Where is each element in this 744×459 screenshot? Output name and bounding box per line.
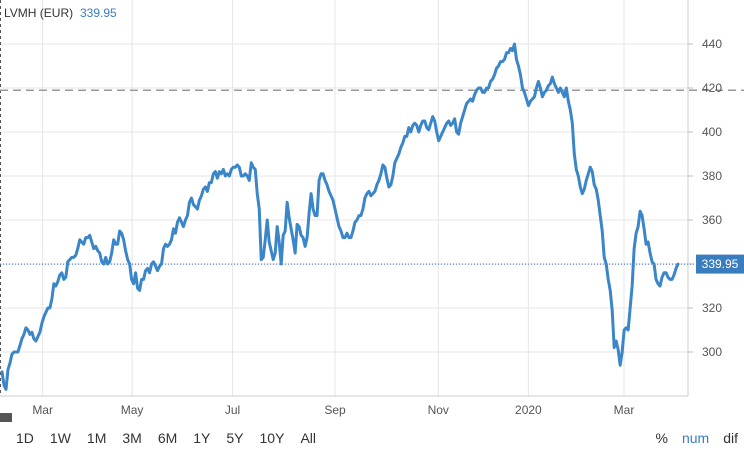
x-tick-label: Jul — [225, 403, 240, 417]
mode-selector: % num dif — [656, 430, 738, 446]
range-button-1y[interactable]: 1Y — [193, 430, 211, 446]
mode-button-dif[interactable]: dif — [723, 430, 738, 446]
price-tag-box — [696, 254, 744, 274]
range-selector: 1D 1W 1M 3M 6M 1Y 5Y 10Y All — [16, 430, 324, 446]
range-button-all[interactable]: All — [300, 430, 316, 446]
axes — [0, 0, 689, 397]
mode-button-num[interactable]: num — [681, 430, 710, 446]
price-tag-text: 339.95 — [702, 257, 739, 271]
y-tick-label: 360 — [702, 213, 722, 227]
y-tick-label: 420 — [702, 81, 722, 95]
y-tick-label: 300 — [702, 345, 722, 359]
x-tick-label: Mar — [614, 403, 635, 417]
reference-lines — [0, 89, 744, 265]
y-tick-label: 380 — [702, 169, 722, 183]
x-tick-labels: Mar May Jul Sep Nov 2020 Mar — [32, 403, 634, 417]
price-tag: 339.95 — [696, 254, 744, 274]
mode-button-percent[interactable]: % — [655, 430, 668, 446]
chart-title: LVMH (EUR) — [4, 6, 73, 20]
range-button-1m[interactable]: 1M — [86, 430, 107, 446]
last-value-label: 339.95 — [80, 6, 117, 20]
price-series — [0, 42, 680, 391]
x-tick-label: Nov — [428, 403, 449, 417]
y-tick-label: 400 — [702, 125, 722, 139]
x-tick-label: 2020 — [515, 403, 542, 417]
grid-lines — [0, 0, 693, 396]
scroll-handle[interactable] — [0, 413, 12, 422]
x-tick-label: Sep — [324, 403, 346, 417]
chart-title-group: LVMH (EUR) 339.95 — [4, 6, 117, 20]
range-button-1w[interactable]: 1W — [49, 430, 71, 446]
range-button-10y[interactable]: 10Y — [259, 430, 285, 446]
x-tick-label: May — [121, 403, 144, 417]
y-tick-label: 320 — [702, 301, 722, 315]
y-tick-label: 440 — [702, 37, 722, 51]
range-button-6m[interactable]: 6M — [157, 430, 178, 446]
range-button-1d[interactable]: 1D — [16, 430, 34, 446]
range-button-3m[interactable]: 3M — [122, 430, 142, 446]
range-button-5y[interactable]: 5Y — [226, 430, 244, 446]
price-line — [0, 42, 680, 391]
y-tick-labels: 300320340360380400420440 — [702, 37, 722, 359]
x-tick-label: Mar — [32, 403, 53, 417]
